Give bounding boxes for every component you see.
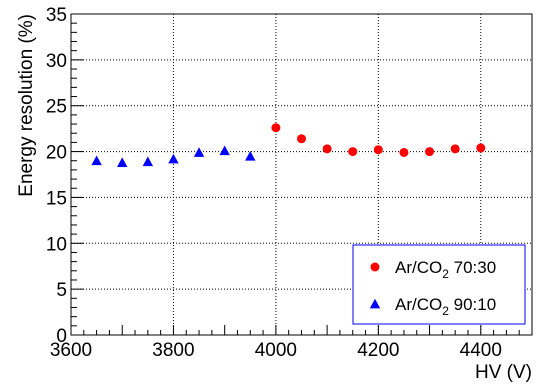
y-tick-label: 5	[56, 280, 67, 301]
data-point	[297, 134, 306, 144]
x-tick-label: 3600	[50, 340, 92, 361]
data-point	[117, 157, 128, 167]
y-tick-label: 35	[46, 5, 67, 26]
data-point	[168, 153, 179, 164]
y-tick-label: 30	[46, 51, 67, 72]
x-axis-label: HV (V)	[475, 362, 532, 383]
y-axis-label: Energy resolution (%)	[16, 14, 37, 197]
legend-entry-label: Ar/CO2 90:10	[395, 295, 496, 318]
data-point	[373, 145, 383, 155]
legend-box	[352, 244, 526, 325]
y-tick-label: 20	[46, 143, 67, 164]
y-tick-label: 0	[56, 326, 67, 347]
y-tick-label: 10	[46, 234, 67, 255]
x-tick-label: 4400	[460, 340, 502, 361]
data-point	[322, 144, 332, 154]
x-tick-label: 4000	[255, 340, 297, 361]
legend: Ar/CO2 70:30 Ar/CO2 90:10	[352, 244, 526, 325]
data-point	[348, 147, 358, 157]
data-point	[219, 145, 230, 156]
y-tick-label: 15	[46, 188, 67, 209]
axis-ticks	[70, 13, 533, 336]
data-point	[450, 144, 460, 154]
data-point	[91, 155, 102, 166]
data-point	[476, 143, 486, 153]
data-point	[245, 150, 256, 161]
legend-marker	[370, 262, 380, 272]
x-tick-label: 4200	[357, 340, 399, 361]
data-point	[399, 147, 409, 157]
data-points	[91, 123, 486, 167]
tick-labels: 3600 3800 4000 4200 4400 0 5 10 15 20 25 30 35	[46, 5, 502, 361]
data-point	[142, 156, 154, 167]
y-tick-label: 25	[46, 97, 67, 118]
legend-marker	[369, 298, 381, 309]
data-point	[193, 147, 205, 157]
legend-entry-label: Ar/CO2 70:30	[395, 258, 496, 281]
data-point	[425, 147, 435, 157]
data-point	[271, 123, 281, 133]
x-tick-label: 3800	[152, 340, 194, 361]
